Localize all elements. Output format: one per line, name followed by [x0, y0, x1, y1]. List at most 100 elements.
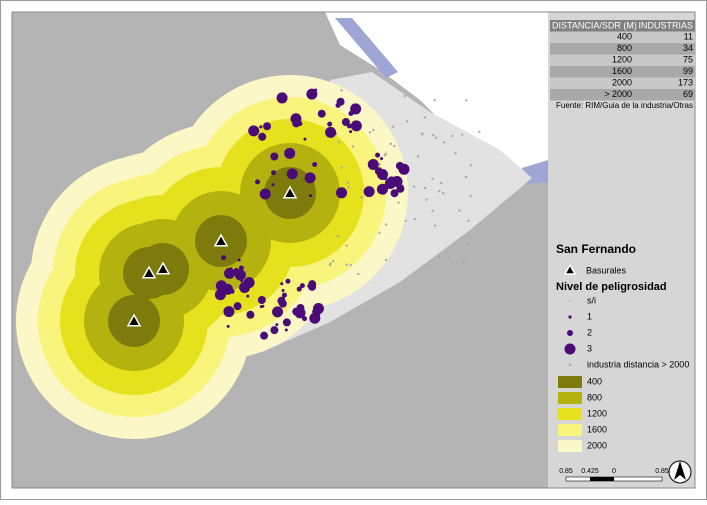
landfill-symbol [155, 261, 171, 275]
industry [363, 186, 375, 198]
industry-far [372, 128, 375, 132]
industry [325, 126, 337, 138]
industry [259, 125, 263, 129]
landfill-symbol [213, 233, 229, 247]
industry-far [464, 175, 468, 179]
industry-far [378, 163, 381, 166]
industry-far [357, 272, 360, 276]
legend-swatch [558, 392, 582, 404]
legend-subtitle: Nivel de peligrosidad [556, 281, 667, 293]
legend-swatch [558, 424, 582, 436]
industry [296, 286, 302, 292]
industry-far [467, 219, 470, 223]
industry-far [461, 258, 464, 261]
scale-label: 0.85 [655, 468, 669, 475]
industry [243, 277, 255, 289]
industry-far [406, 120, 409, 123]
table-cell: 2000 [612, 78, 632, 88]
industry-far [389, 142, 393, 146]
legend-label: 3 [587, 343, 592, 353]
legend-label: 1200 [587, 408, 607, 418]
industry [395, 161, 404, 170]
industry [302, 316, 308, 322]
industry-far [438, 190, 441, 193]
industry-far [442, 141, 446, 144]
industry-far [347, 186, 350, 189]
landfill-symbol [282, 185, 298, 199]
industry-far [421, 132, 424, 136]
industry-far [431, 209, 434, 213]
legend-label: Basurales [586, 265, 627, 275]
legend-label: 800 [587, 392, 602, 402]
legend-label: industria distancia > 2000 [587, 359, 689, 369]
industry-far [469, 164, 473, 167]
industry-far [413, 217, 416, 221]
table-cell: 34 [683, 43, 693, 53]
legend-symbol [569, 300, 571, 302]
industry [303, 137, 307, 141]
industry [304, 172, 316, 184]
industry-far [451, 134, 454, 138]
industry [275, 323, 279, 327]
industry-far [404, 219, 407, 223]
industry-far [425, 198, 428, 201]
table-row-bg [550, 31, 695, 43]
industry-far [469, 194, 472, 198]
industry-far [431, 134, 435, 137]
industry-far [458, 209, 461, 212]
industry-far [442, 191, 445, 195]
table-cell: 400 [617, 32, 632, 42]
industry [276, 92, 288, 104]
industry-far [478, 130, 481, 134]
industry [282, 318, 291, 327]
table-cell: 1200 [612, 55, 632, 65]
industry [378, 185, 387, 194]
industry [309, 312, 321, 324]
industry [299, 283, 305, 289]
table-header: DISTANCIA/SDR (M) [552, 20, 637, 30]
industry [317, 109, 326, 118]
legend-title: San Fernando [556, 242, 636, 256]
industry [257, 296, 266, 305]
industry [234, 269, 246, 281]
industry [226, 324, 230, 328]
legend-swatch [558, 376, 582, 388]
industry [377, 168, 389, 180]
industry-far [393, 144, 396, 148]
table-row-bg [550, 66, 695, 78]
industry [390, 189, 399, 198]
legend-label: 1600 [587, 424, 607, 434]
table-cell: 800 [617, 43, 632, 53]
industry-far [345, 244, 348, 247]
industry-far [428, 264, 431, 267]
industry [384, 177, 396, 189]
industry [237, 258, 241, 262]
industry-far [412, 185, 416, 188]
legend-label: 2 [587, 327, 592, 337]
industry-far [360, 196, 363, 199]
north-arrow [674, 461, 686, 480]
industry [260, 331, 269, 340]
water [335, 18, 398, 78]
industry-far [336, 234, 340, 238]
industry [380, 157, 384, 161]
industry-far [467, 242, 470, 245]
industry-far [383, 154, 387, 157]
legend-symbol [567, 330, 573, 336]
industry [258, 132, 267, 141]
industry-far [340, 166, 343, 169]
industry [349, 130, 353, 134]
industry-far [368, 131, 372, 134]
industry [270, 152, 279, 161]
industry-far [345, 263, 348, 266]
industry-far [349, 263, 352, 267]
industry-far [384, 258, 388, 262]
industry [271, 170, 277, 176]
industry [246, 294, 250, 298]
table-header-bg [550, 20, 695, 32]
industry [346, 123, 352, 129]
industry-far [431, 177, 434, 181]
industry [312, 161, 318, 167]
industry [396, 184, 405, 193]
legend-label: 400 [587, 376, 602, 386]
